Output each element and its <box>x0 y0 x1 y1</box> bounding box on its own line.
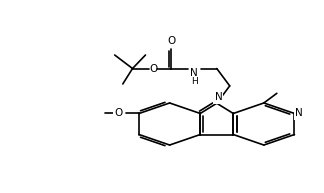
Text: N: N <box>214 92 222 102</box>
Text: O: O <box>167 36 176 47</box>
Text: O: O <box>114 108 122 119</box>
Text: H: H <box>191 77 197 85</box>
Text: N: N <box>295 108 303 119</box>
Text: N: N <box>190 68 198 78</box>
Text: O: O <box>149 63 158 74</box>
